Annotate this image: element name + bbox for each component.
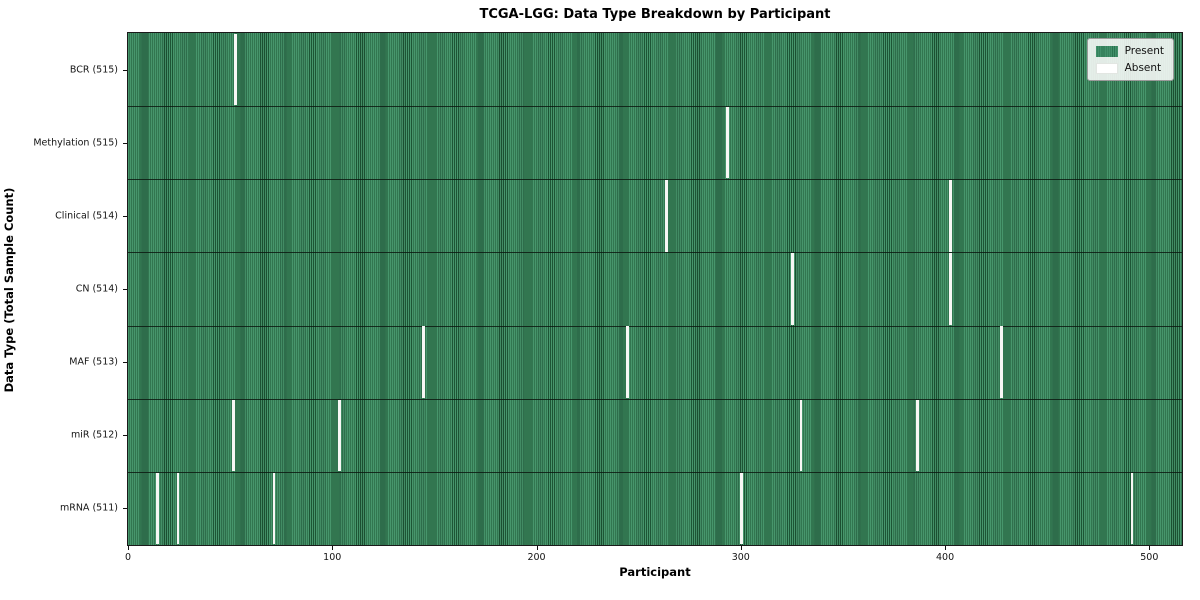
x-tick-mark (332, 546, 334, 550)
plot-area: Present Absent (127, 32, 1183, 546)
x-tick-label-200: 200 (527, 552, 546, 563)
row-label-MAF: MAF (513) (69, 356, 118, 368)
row-separator (128, 252, 1182, 254)
absent-gap-Clinical-402 (948, 180, 952, 252)
absent-gap-miR-386 (916, 399, 919, 472)
x-tick-mark (128, 546, 129, 550)
y-tick-mark (123, 508, 127, 510)
absent-gap-mRNA-24 (176, 472, 180, 545)
legend-absent-swatch (1095, 62, 1118, 74)
absent-gap-Clinical-263 (664, 180, 668, 252)
row-separator (128, 106, 1182, 108)
absent-gap-CN-402 (948, 253, 952, 325)
y-tick-mark (123, 362, 127, 364)
row-label-CN: CN (514) (75, 283, 118, 295)
x-tick-label-100: 100 (323, 552, 342, 563)
x-tick-mark (1149, 546, 1151, 550)
y-tick-mark (123, 215, 127, 217)
legend-item-absent: Absent (1095, 62, 1164, 74)
row-separator (128, 325, 1182, 327)
legend: Present Absent (1086, 38, 1174, 81)
row-label-Clinical: Clinical (514) (55, 210, 118, 222)
absent-gap-mRNA-14 (156, 472, 160, 545)
x-axis-label: Participant (619, 565, 691, 579)
row-separator (128, 471, 1182, 473)
x-tick-mark (536, 546, 538, 550)
legend-present-label: Present (1124, 45, 1164, 57)
y-tick-mark (123, 142, 127, 144)
absent-gap-mRNA-71 (272, 472, 276, 545)
absent-gap-miR-51 (231, 399, 235, 472)
x-tick-label-300: 300 (731, 552, 750, 563)
row-separator (128, 398, 1182, 400)
row-label-BCR: BCR (515) (69, 64, 118, 76)
row-label-mRNA: mRNA (511) (59, 502, 118, 514)
legend-present-swatch (1095, 45, 1118, 57)
y-axis-label: Data Type (Total Sample Count) (2, 187, 16, 393)
row-label-Methylation: Methylation (515) (33, 137, 118, 149)
absent-gap-MAF-144 (421, 326, 425, 398)
y-tick-mark (123, 69, 127, 71)
y-tick-mark (123, 289, 127, 290)
x-tick-mark (740, 546, 742, 550)
x-tick-label-400: 400 (935, 552, 955, 563)
legend-absent-label: Absent (1124, 62, 1162, 74)
absent-gap-MAF-427 (999, 326, 1003, 398)
legend-item-present: Present (1095, 45, 1164, 57)
absent-gap-miR-329 (799, 399, 803, 472)
absent-gap-BCR-52 (233, 33, 237, 106)
x-tick-label-500: 500 (1140, 552, 1159, 563)
absent-gap-MAF-244 (626, 326, 629, 398)
absent-gap-miR-103 (337, 399, 341, 472)
heatmap-present-cells (128, 33, 1182, 545)
y-tick-mark (123, 435, 127, 437)
absent-gap-mRNA-300 (740, 472, 744, 545)
row-label-miR: miR (512) (70, 429, 118, 441)
absent-gap-CN-325 (791, 253, 795, 325)
absent-gap-Methylation-293 (726, 106, 729, 179)
x-tick-mark (945, 546, 947, 550)
row-separator (128, 179, 1182, 181)
x-tick-label-0: 0 (124, 552, 132, 563)
chart-title: TCGA-LGG: Data Type Breakdown by Partici… (479, 7, 831, 22)
absent-gap-mRNA-491 (1130, 472, 1134, 545)
